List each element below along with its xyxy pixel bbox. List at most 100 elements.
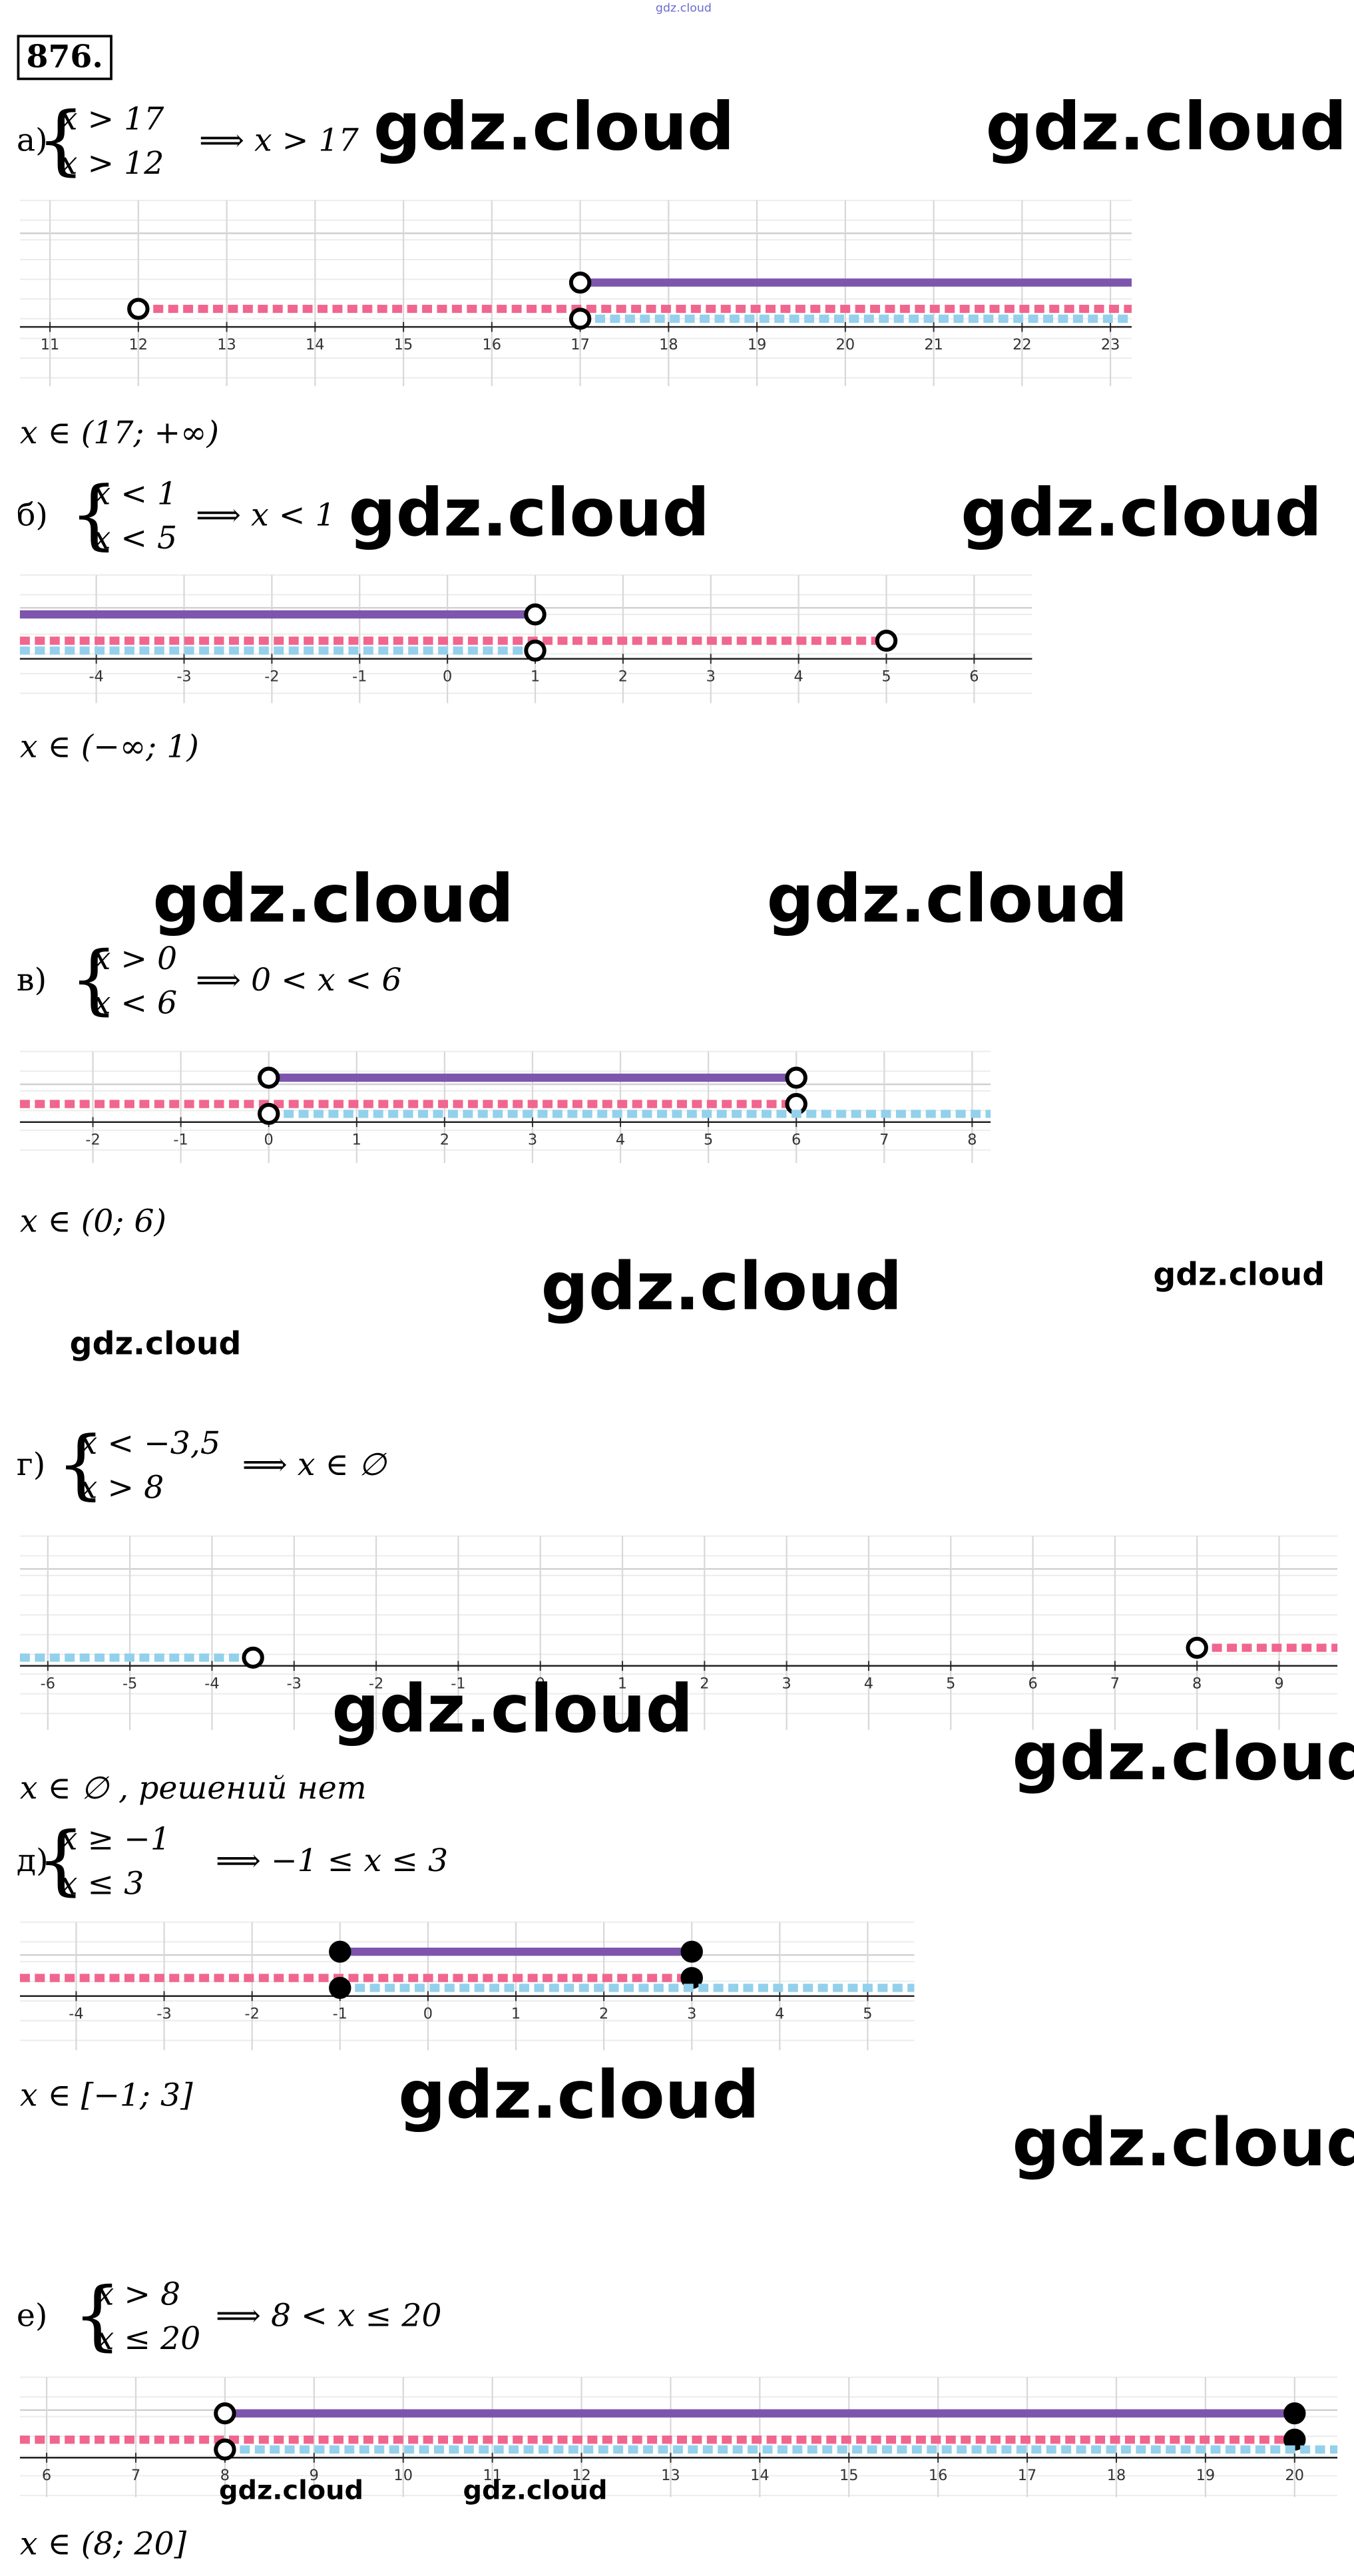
system-line: x ≤ 3 <box>60 1866 144 1902</box>
tick-label: 11 <box>41 336 60 353</box>
tick-label: -4 <box>204 1675 219 1692</box>
tick-label: 22 <box>1013 336 1032 353</box>
tick-label: -6 <box>41 1675 55 1692</box>
tick-label: 6 <box>42 2467 51 2484</box>
watermark: gdz.cloud <box>463 2475 607 2506</box>
tick-label: 12 <box>572 2467 591 2484</box>
system-line: x > 8 <box>80 1470 164 1506</box>
tick-label: 13 <box>217 336 236 353</box>
tick-label: 3 <box>782 1675 791 1692</box>
system-line: x > 0 <box>93 941 178 977</box>
tick-label: 2 <box>618 668 628 685</box>
brace: { <box>37 1816 85 1904</box>
system-line: x < 1 <box>93 476 178 513</box>
tick-label: 14 <box>306 336 325 353</box>
brace: { <box>73 2270 122 2358</box>
tick-label: 7 <box>879 1131 889 1148</box>
brace: { <box>70 935 118 1023</box>
tick-label: 4 <box>775 2005 784 2022</box>
answer: x ∈ [−1; 3] <box>20 2077 193 2114</box>
answer: x ∈ (8; 20] <box>20 2526 187 2563</box>
tick-label: 6 <box>969 668 979 685</box>
closed-point <box>329 1976 351 1999</box>
watermark: gdz.cloud <box>373 89 735 165</box>
watermark: gdz.cloud <box>1153 1257 1325 1293</box>
tick-label: -4 <box>89 668 103 685</box>
tick-label: 19 <box>748 336 767 353</box>
tick-label: -1 <box>352 668 367 685</box>
result: ⟹ x < 1 <box>196 497 336 534</box>
tick-label: 11 <box>483 2467 502 2484</box>
tick-label: -2 <box>264 668 279 685</box>
tick-label: 3 <box>687 2005 696 2022</box>
open-point <box>524 603 547 626</box>
system-line: x < −3,5 <box>80 1425 220 1462</box>
part-label: а) <box>17 122 48 159</box>
tick-label: 1 <box>618 1675 627 1692</box>
tick-label: 3 <box>706 668 716 685</box>
tick-label: 8 <box>1192 1675 1202 1692</box>
open-point <box>568 308 592 330</box>
open-point <box>242 1646 264 1669</box>
tick-label: 10 <box>393 2467 413 2484</box>
tick-label: -2 <box>244 2005 259 2022</box>
tick-label: 14 <box>750 2467 770 2484</box>
watermark: gdz.cloud <box>767 861 1128 937</box>
open-point <box>258 1102 280 1125</box>
tick-label: 21 <box>924 336 943 353</box>
watermark: gdz.cloud <box>541 1249 903 1325</box>
watermark: gdz.cloud <box>1013 2105 1354 2181</box>
tick-label: 20 <box>836 336 855 353</box>
tick-label: 5 <box>881 668 891 685</box>
problem-box <box>17 35 113 81</box>
tick-label: 0 <box>443 668 452 685</box>
tick-label: 15 <box>839 2467 859 2484</box>
open-point <box>785 1066 807 1089</box>
closed-point <box>329 1940 351 1963</box>
tick-label: -5 <box>122 1675 137 1692</box>
tick-label: 6 <box>791 1131 801 1148</box>
tick-label: -2 <box>85 1131 100 1148</box>
open-point <box>568 271 592 294</box>
tick-label: 8 <box>220 2467 230 2484</box>
answer: x ∈ (17; +∞) <box>20 415 219 451</box>
closed-point <box>680 1940 703 1963</box>
tick-label: 16 <box>483 336 502 353</box>
tick-label: 9 <box>310 2467 319 2484</box>
watermark: gdz.cloud <box>219 2475 363 2506</box>
tick-label: 5 <box>863 2005 872 2022</box>
result: ⟹ x > 17 <box>199 122 359 159</box>
system-line: x ≥ −1 <box>60 1821 170 1858</box>
tick-label: 5 <box>704 1131 713 1148</box>
problem-number: 876. <box>27 39 103 75</box>
tick-label: 15 <box>394 336 413 353</box>
tick-label: 20 <box>1285 2467 1305 2484</box>
part-label: е) <box>17 2298 47 2334</box>
brace: { <box>37 96 85 184</box>
system-line: x > 8 <box>97 2276 181 2313</box>
watermark: gdz.cloud <box>398 2057 760 2133</box>
tick-label: 9 <box>1274 1675 1283 1692</box>
open-point <box>214 2438 236 2461</box>
tick-label: 2 <box>700 1675 709 1692</box>
tick-label: 0 <box>536 1675 545 1692</box>
tick-label: 12 <box>129 336 148 353</box>
tick-label: 23 <box>1101 336 1120 353</box>
tick-label: -3 <box>287 1675 302 1692</box>
tick-label: 1 <box>531 668 540 685</box>
brace: { <box>70 470 118 558</box>
tick-label: 2 <box>599 2005 608 2022</box>
part-label: д) <box>17 1842 49 1879</box>
watermark: gdz.cloud <box>961 475 1322 551</box>
tick-label: 19 <box>1196 2467 1216 2484</box>
tick-label: 17 <box>570 336 590 353</box>
closed-point <box>1283 2402 1306 2425</box>
tick-label: -1 <box>333 2005 347 2022</box>
watermark: gdz.cloud <box>1013 1719 1354 1795</box>
open-point <box>875 630 898 652</box>
part-label: в) <box>17 962 47 998</box>
watermark: gdz.cloud <box>152 861 514 937</box>
system-line: x ≤ 20 <box>97 2320 201 2357</box>
watermark: gdz.cloud <box>348 475 710 551</box>
open-point <box>258 1066 280 1089</box>
